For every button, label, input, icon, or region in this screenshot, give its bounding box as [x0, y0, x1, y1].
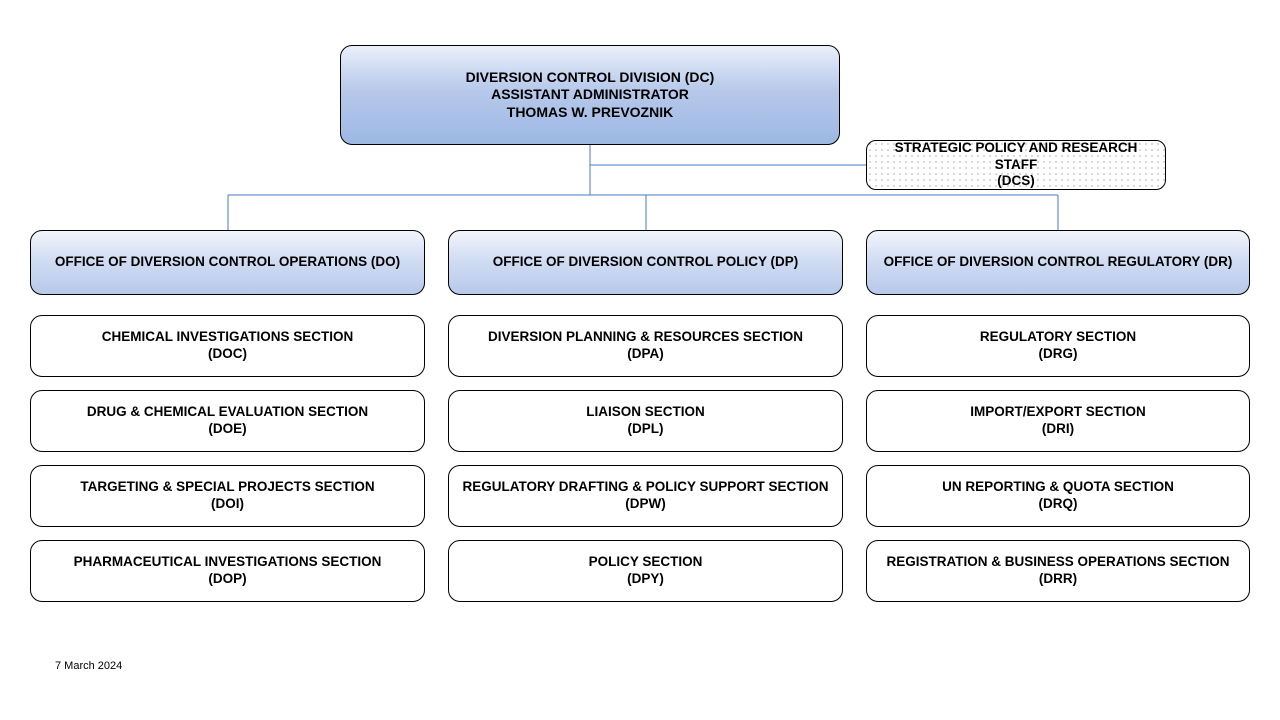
section-doc-line2: (DOC) — [208, 346, 247, 363]
section-dpw-line1: REGULATORY DRAFTING & POLICY SUPPORT SEC… — [462, 479, 828, 496]
section-dpy-box: POLICY SECTION (DPY) — [448, 540, 843, 602]
section-drg-line2: (DRG) — [1039, 346, 1078, 363]
root-line1: DIVERSION CONTROL DIVISION (DC) — [466, 69, 715, 87]
root-division-box: DIVERSION CONTROL DIVISION (DC) ASSISTAN… — [340, 45, 840, 145]
office-dp-box: OFFICE OF DIVERSION CONTROL POLICY (DP) — [448, 230, 843, 295]
section-drg-box: REGULATORY SECTION (DRG) — [866, 315, 1250, 377]
strategic-policy-staff-box: STRATEGIC POLICY AND RESEARCH STAFF (DCS… — [866, 140, 1166, 190]
section-dpl-box: LIAISON SECTION (DPL) — [448, 390, 843, 452]
section-dpw-line2: (DPW) — [625, 496, 666, 513]
section-dop-line1: PHARMACEUTICAL INVESTIGATIONS SECTION — [74, 554, 382, 571]
section-dpa-line2: (DPA) — [627, 346, 664, 363]
office-do-box: OFFICE OF DIVERSION CONTROL OPERATIONS (… — [30, 230, 425, 295]
section-doc-box: CHEMICAL INVESTIGATIONS SECTION (DOC) — [30, 315, 425, 377]
office-dp-title: OFFICE OF DIVERSION CONTROL POLICY (DP) — [493, 254, 799, 271]
section-drg-line1: REGULATORY SECTION — [980, 329, 1136, 346]
section-dpy-line2: (DPY) — [627, 571, 664, 588]
section-drq-line2: (DRQ) — [1039, 496, 1078, 513]
section-dpl-line1: LIAISON SECTION — [586, 404, 705, 421]
section-drr-box: REGISTRATION & BUSINESS OPERATIONS SECTI… — [866, 540, 1250, 602]
section-doi-line1: TARGETING & SPECIAL PROJECTS SECTION — [80, 479, 374, 496]
section-dpl-line2: (DPL) — [628, 421, 664, 438]
section-drr-line2: (DRR) — [1039, 571, 1077, 588]
section-drq-box: UN REPORTING & QUOTA SECTION (DRQ) — [866, 465, 1250, 527]
office-dr-box: OFFICE OF DIVERSION CONTROL REGULATORY (… — [866, 230, 1250, 295]
section-dri-line1: IMPORT/EXPORT SECTION — [970, 404, 1146, 421]
section-dpw-box: REGULATORY DRAFTING & POLICY SUPPORT SEC… — [448, 465, 843, 527]
section-doe-box: DRUG & CHEMICAL EVALUATION SECTION (DOE) — [30, 390, 425, 452]
section-dop-box: PHARMACEUTICAL INVESTIGATIONS SECTION (D… — [30, 540, 425, 602]
section-doc-line1: CHEMICAL INVESTIGATIONS SECTION — [102, 329, 354, 346]
section-doi-line2: (DOI) — [211, 496, 244, 513]
section-dop-line2: (DOP) — [208, 571, 246, 588]
section-dpy-line1: POLICY SECTION — [589, 554, 703, 571]
office-do-title: OFFICE OF DIVERSION CONTROL OPERATIONS (… — [55, 254, 400, 271]
section-drq-line1: UN REPORTING & QUOTA SECTION — [942, 479, 1174, 496]
office-dr-title: OFFICE OF DIVERSION CONTROL REGULATORY (… — [884, 254, 1233, 271]
root-line2: ASSISTANT ADMINISTRATOR — [491, 86, 689, 104]
date-label: 7 March 2024 — [55, 660, 122, 672]
root-line3: THOMAS W. PREVOZNIK — [507, 104, 673, 122]
section-dri-line2: (DRI) — [1042, 421, 1074, 438]
section-dpa-line1: DIVERSION PLANNING & RESOURCES SECTION — [488, 329, 803, 346]
section-dri-box: IMPORT/EXPORT SECTION (DRI) — [866, 390, 1250, 452]
section-doe-line1: DRUG & CHEMICAL EVALUATION SECTION — [87, 404, 368, 421]
section-dpa-box: DIVERSION PLANNING & RESOURCES SECTION (… — [448, 315, 843, 377]
section-drr-line1: REGISTRATION & BUSINESS OPERATIONS SECTI… — [886, 554, 1229, 571]
date-text: 7 March 2024 — [55, 660, 122, 672]
section-doe-line2: (DOE) — [208, 421, 246, 438]
section-doi-box: TARGETING & SPECIAL PROJECTS SECTION (DO… — [30, 465, 425, 527]
staff-line2: (DCS) — [997, 173, 1035, 190]
staff-line1: STRATEGIC POLICY AND RESEARCH STAFF — [875, 140, 1157, 174]
